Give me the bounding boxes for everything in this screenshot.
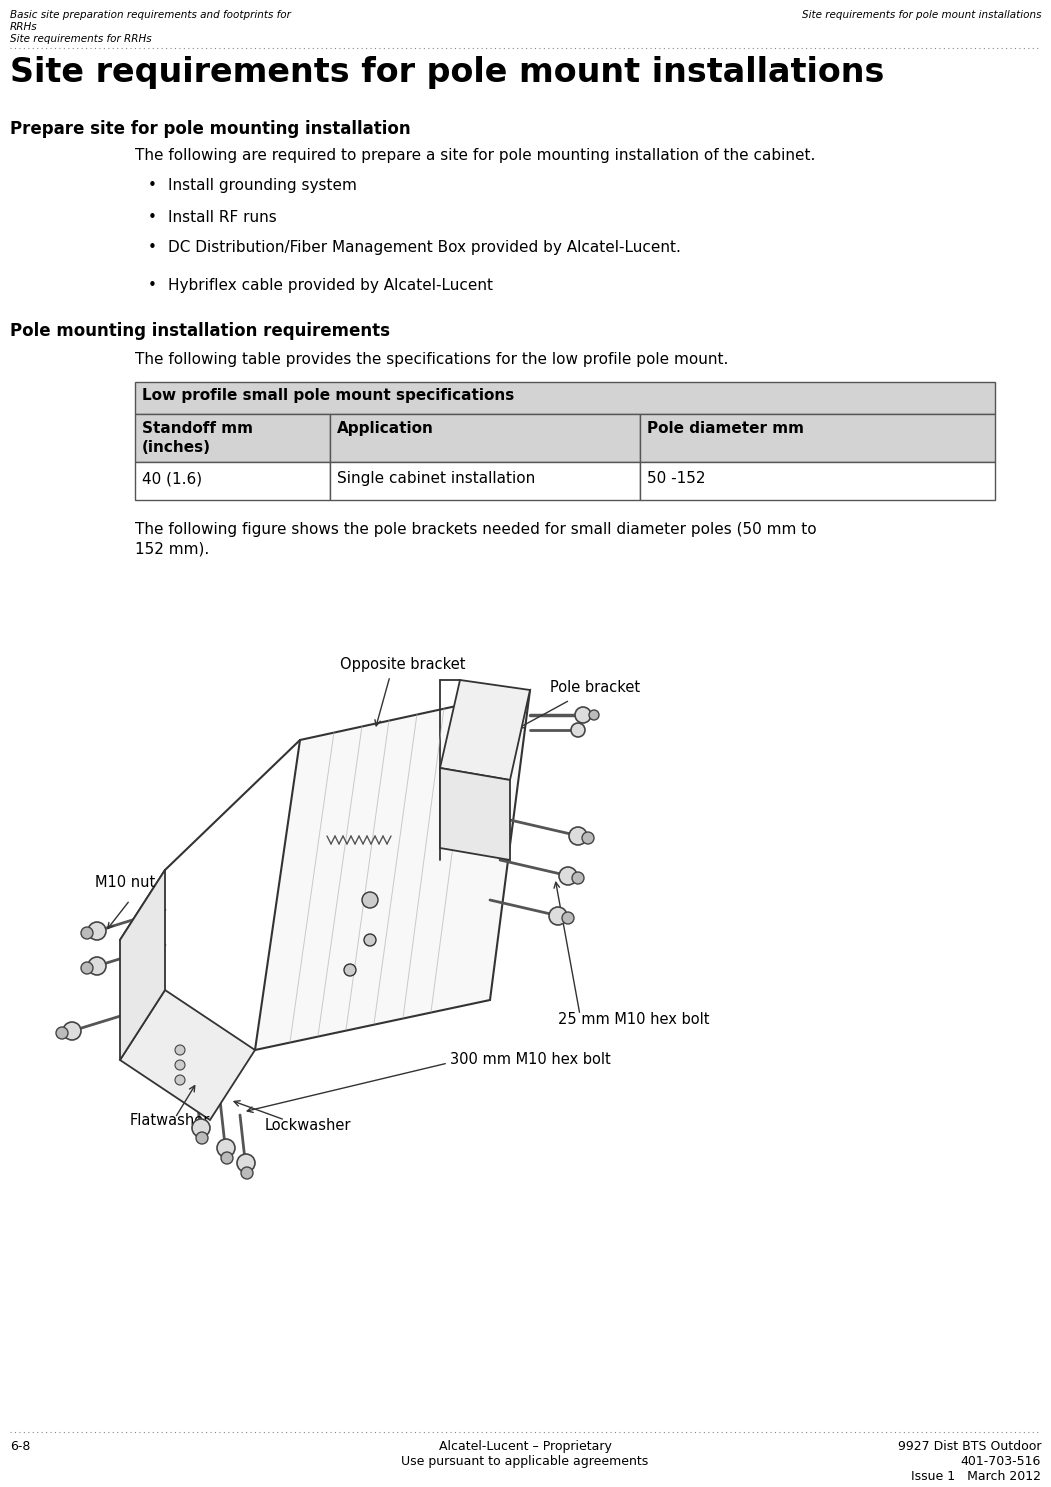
Circle shape [559, 867, 577, 885]
Text: 9927 Dist BTS Outdoor: 9927 Dist BTS Outdoor [898, 1439, 1040, 1453]
Text: Issue 1   March 2012: Issue 1 March 2012 [911, 1471, 1040, 1483]
Circle shape [88, 922, 106, 940]
Circle shape [569, 827, 588, 845]
Text: 50 -152: 50 -152 [647, 471, 705, 486]
Text: Prepare site for pole mounting installation: Prepare site for pole mounting installat… [11, 120, 411, 138]
Text: Install grounding system: Install grounding system [168, 178, 357, 193]
Text: •: • [148, 239, 157, 254]
Circle shape [241, 1167, 253, 1179]
Text: •: • [148, 278, 157, 293]
Circle shape [344, 964, 356, 975]
Text: RRHs: RRHs [11, 22, 38, 33]
Text: Site requirements for pole mount installations: Site requirements for pole mount install… [802, 10, 1040, 19]
Text: Opposite bracket: Opposite bracket [341, 657, 466, 672]
Text: Standoff mm
(inches): Standoff mm (inches) [142, 421, 253, 455]
Circle shape [176, 1045, 185, 1054]
Text: Low profile small pole mount specifications: Low profile small pole mount specificati… [142, 388, 514, 403]
Polygon shape [255, 690, 530, 1050]
Circle shape [176, 1075, 185, 1086]
Text: 40 (1.6): 40 (1.6) [142, 471, 202, 486]
Text: The following table provides the specifications for the low profile pole mount.: The following table provides the specifi… [135, 352, 728, 367]
Text: Single cabinet installation: Single cabinet installation [337, 471, 535, 486]
Text: The following figure shows the pole brackets needed for small diameter poles (50: The following figure shows the pole brac… [135, 522, 817, 537]
Text: Pole diameter mm: Pole diameter mm [647, 421, 804, 436]
Text: Use pursuant to applicable agreements: Use pursuant to applicable agreements [401, 1454, 648, 1468]
Bar [640, 413, 995, 462]
Text: •: • [148, 178, 157, 193]
Text: Site requirements for RRHs: Site requirements for RRHs [11, 34, 151, 45]
Circle shape [572, 871, 584, 883]
Text: Flatwasher: Flatwasher [130, 1112, 210, 1129]
Circle shape [582, 833, 594, 845]
Circle shape [221, 1152, 233, 1164]
Text: DC Distribution/Fiber Management Box provided by Alcatel-Lucent.: DC Distribution/Fiber Management Box pro… [168, 239, 681, 254]
Circle shape [56, 1028, 68, 1039]
Circle shape [571, 723, 585, 738]
Text: Lockwasher: Lockwasher [265, 1118, 351, 1133]
Text: 152 mm).: 152 mm). [135, 541, 209, 558]
Circle shape [176, 1060, 185, 1071]
Circle shape [362, 892, 378, 909]
Circle shape [589, 709, 599, 720]
Text: Alcatel-Lucent – Proprietary: Alcatel-Lucent – Proprietary [438, 1439, 612, 1453]
Circle shape [562, 912, 574, 923]
Text: 401-703-516: 401-703-516 [961, 1454, 1040, 1468]
Polygon shape [120, 870, 165, 1060]
Text: 25 mm M10 hex bolt: 25 mm M10 hex bolt [558, 1013, 709, 1028]
Bar [640, 462, 995, 500]
Circle shape [192, 1120, 210, 1138]
Bar [135, 413, 330, 462]
Circle shape [88, 958, 106, 975]
Text: Basic site preparation requirements and footprints for: Basic site preparation requirements and … [11, 10, 291, 19]
Text: Install RF runs: Install RF runs [168, 210, 276, 225]
Bar [135, 382, 995, 413]
Text: Application: Application [337, 421, 434, 436]
Text: The following are required to prepare a site for pole mounting installation of t: The following are required to prepare a … [135, 149, 816, 164]
Bar [135, 462, 330, 500]
Bar [330, 413, 640, 462]
Circle shape [81, 926, 92, 938]
Text: Site requirements for pole mount installations: Site requirements for pole mount install… [11, 57, 884, 89]
Text: Pole mounting installation requirements: Pole mounting installation requirements [11, 323, 390, 341]
Text: M10 nut: M10 nut [95, 874, 156, 891]
Text: Pole bracket: Pole bracket [550, 680, 640, 694]
Circle shape [236, 1154, 255, 1172]
Circle shape [195, 1132, 208, 1144]
Text: 6-8: 6-8 [11, 1439, 30, 1453]
Polygon shape [440, 767, 510, 859]
Polygon shape [440, 680, 530, 781]
Circle shape [575, 706, 591, 723]
Circle shape [63, 1022, 81, 1039]
Text: 300 mm M10 hex bolt: 300 mm M10 hex bolt [450, 1053, 611, 1068]
Circle shape [81, 962, 92, 974]
Circle shape [364, 934, 376, 946]
Circle shape [217, 1139, 235, 1157]
Text: •: • [148, 210, 157, 225]
Circle shape [549, 907, 566, 925]
Text: Hybriflex cable provided by Alcatel-Lucent: Hybriflex cable provided by Alcatel-Luce… [168, 278, 493, 293]
Bar [330, 462, 640, 500]
Polygon shape [120, 990, 255, 1120]
